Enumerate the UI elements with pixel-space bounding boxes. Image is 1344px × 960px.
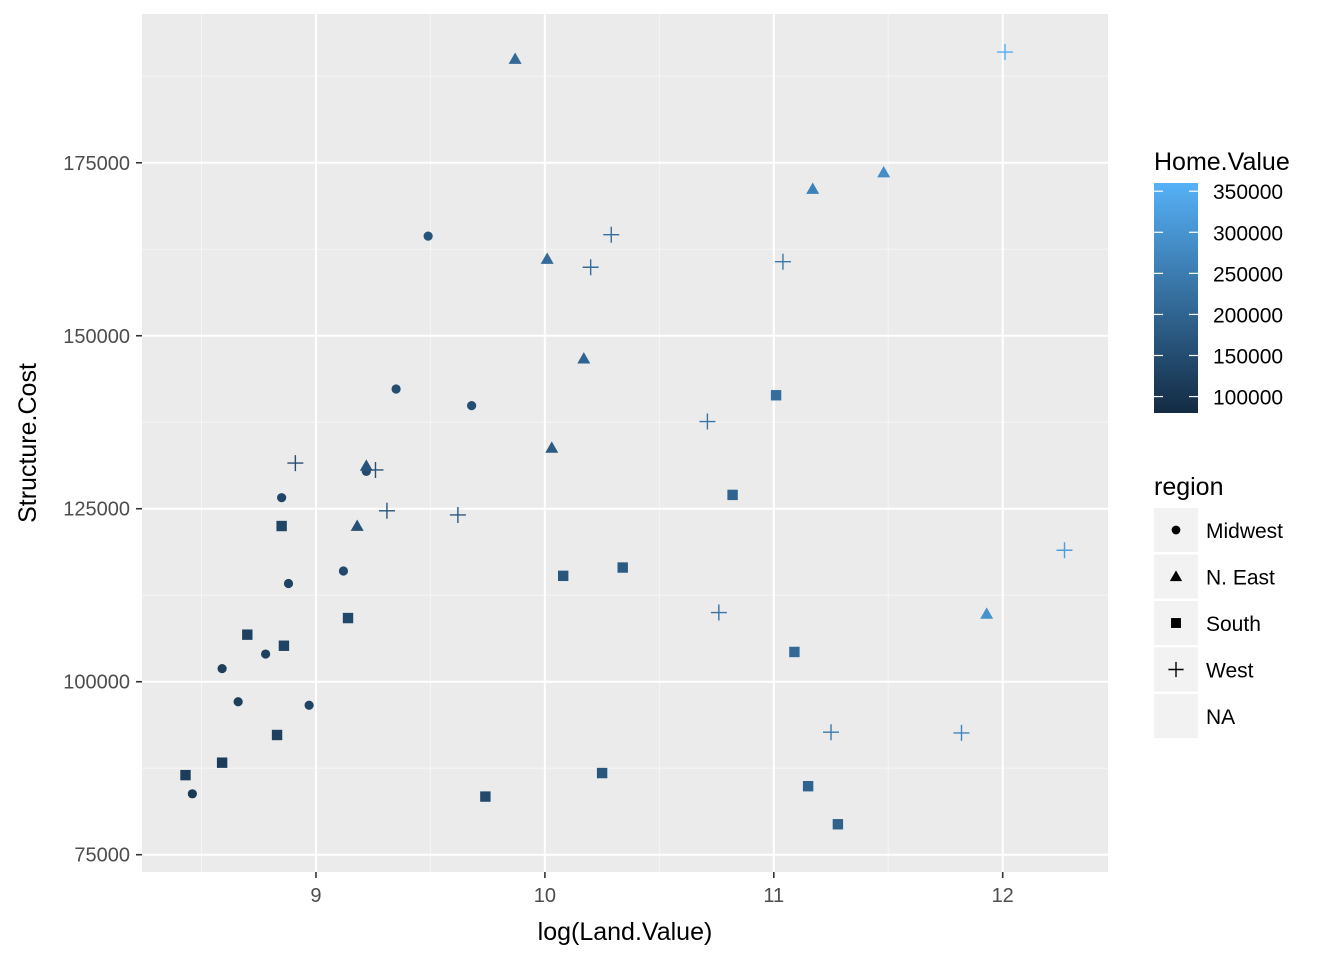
- x-tick-label: 11: [763, 885, 784, 907]
- data-point: [283, 578, 294, 589]
- colorbar-tick-label: 200000: [1213, 304, 1283, 327]
- data-point: [277, 493, 287, 503]
- data-point: [770, 390, 782, 401]
- data-point: [596, 767, 608, 779]
- data-point: [261, 649, 271, 659]
- data-point: [217, 663, 227, 674]
- shape-legend-item: N. East: [1154, 554, 1275, 599]
- colorbar-tick-label: 300000: [1213, 222, 1283, 245]
- shape-legend-items: Midwest N. East South West NA: [1154, 508, 1283, 738]
- data-point: [216, 757, 228, 768]
- data-point: [338, 566, 349, 576]
- legend-key-circle-icon: [1171, 525, 1181, 535]
- data-point: [342, 612, 354, 624]
- data-points: [180, 44, 1073, 830]
- data-point: [980, 607, 994, 619]
- data-point: [802, 781, 814, 792]
- data-point: [953, 724, 970, 741]
- data-point: [378, 502, 395, 519]
- legend-item-label: West: [1206, 660, 1254, 683]
- data-point: [276, 520, 287, 532]
- data-point: [877, 165, 891, 178]
- data-point: [774, 253, 791, 270]
- data-point: [577, 352, 591, 364]
- data-point: [449, 506, 466, 523]
- data-point: [996, 44, 1013, 61]
- data-point: [540, 252, 554, 264]
- data-point: [278, 640, 290, 651]
- colorbar-ticks: 100000 150000 200000 250000 300000 350000: [1154, 181, 1283, 410]
- data-point: [187, 789, 197, 799]
- y-tick-label: 125000: [63, 499, 130, 521]
- data-point: [367, 461, 384, 478]
- data-point: [1056, 542, 1073, 559]
- data-point: [832, 819, 844, 830]
- colorbar-tick-label: 100000: [1213, 387, 1283, 410]
- legend-item-label: Midwest: [1206, 520, 1283, 543]
- series-west: [287, 44, 1073, 741]
- legend-item-label: NA: [1206, 706, 1235, 729]
- data-point: [350, 519, 364, 531]
- legend-key-triangle-icon: [1169, 570, 1183, 582]
- data-point: [710, 604, 727, 621]
- data-point: [242, 629, 253, 640]
- series-south: [180, 390, 844, 830]
- data-point: [617, 562, 628, 573]
- data-point: [423, 231, 433, 241]
- x-tick-label: 9: [310, 885, 321, 907]
- legend-item-label: N. East: [1206, 567, 1275, 590]
- y-tick-label: 150000: [63, 326, 130, 348]
- legend-key-plus-icon: [1168, 661, 1184, 678]
- series-midwest: [187, 231, 477, 799]
- data-point: [603, 226, 620, 243]
- data-point: [806, 182, 820, 194]
- axes: 9 10 11 12 75000 100000 125000 150000 175000: [63, 153, 1014, 907]
- data-point: [271, 729, 283, 741]
- y-tick-label: 100000: [63, 672, 130, 694]
- y-axis-title: Structure.Cost: [14, 363, 42, 523]
- data-point: [727, 489, 738, 501]
- data-point: [823, 724, 840, 741]
- shape-legend-item: Midwest: [1154, 508, 1283, 552]
- plot-panel: [142, 14, 1108, 872]
- legend: Home.Value 100000 150000 200000 250000 30000…: [1154, 148, 1290, 738]
- y-tick-label: 75000: [74, 845, 130, 867]
- data-point: [391, 384, 401, 394]
- data-point: [304, 700, 314, 710]
- data-point: [480, 791, 491, 802]
- colorbar-tick-label: 350000: [1213, 181, 1283, 204]
- shape-legend-item: South: [1154, 601, 1261, 645]
- y-tick-label: 175000: [63, 153, 130, 175]
- data-point: [699, 413, 716, 430]
- data-point: [582, 259, 599, 276]
- colorbar-legend-title: Home.Value: [1154, 148, 1290, 176]
- legend-item-label: South: [1206, 613, 1261, 636]
- colorbar-tick-label: 150000: [1213, 346, 1283, 369]
- data-point: [359, 459, 373, 471]
- x-axis-title: log(Land.Value): [538, 918, 713, 946]
- shape-legend-item: West: [1154, 647, 1254, 692]
- grid-lines: [142, 14, 1108, 872]
- legend-key-background: [1154, 694, 1198, 738]
- series-n-east: [350, 52, 994, 619]
- data-point: [557, 570, 569, 582]
- colorbar-gradient: [1154, 183, 1198, 413]
- data-point: [233, 697, 243, 707]
- legend-key-square-icon: [1171, 618, 1181, 628]
- colorbar-tick-label: 250000: [1213, 263, 1283, 286]
- shape-legend-item: NA: [1154, 694, 1235, 738]
- data-point: [180, 769, 191, 781]
- data-point: [508, 52, 522, 64]
- data-point: [287, 455, 304, 472]
- x-tick-label: 12: [992, 885, 1014, 907]
- x-tick-label: 10: [534, 885, 556, 907]
- data-point: [545, 441, 559, 453]
- data-point: [789, 646, 800, 658]
- data-point: [467, 401, 477, 411]
- shape-legend-title: region: [1154, 473, 1224, 501]
